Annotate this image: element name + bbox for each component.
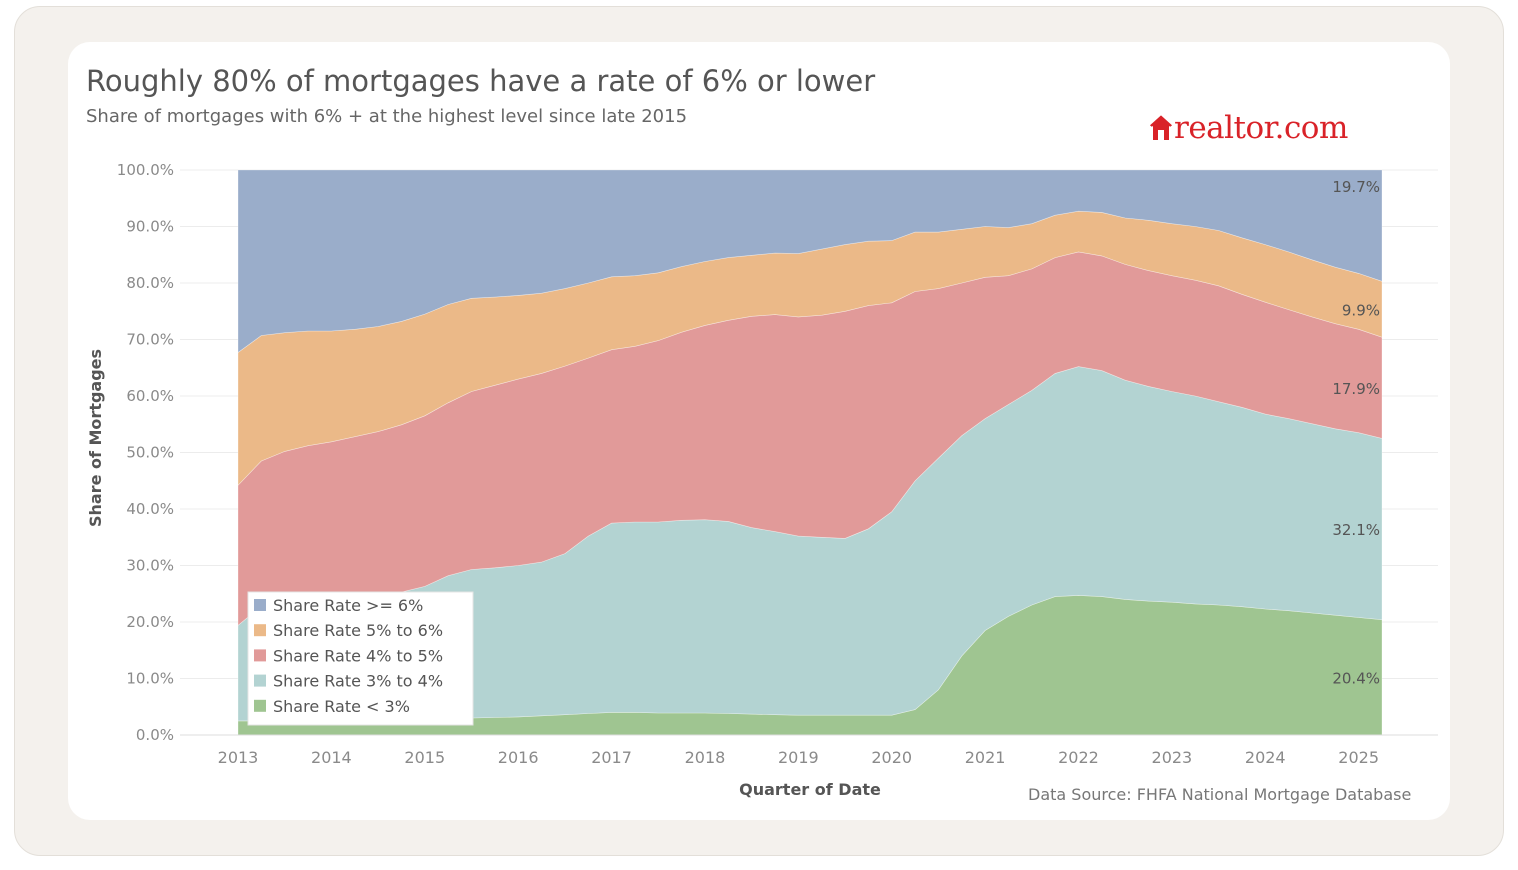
x-axis-title: Quarter of Date bbox=[739, 780, 881, 799]
brand-name: realtor.com bbox=[1174, 110, 1348, 146]
x-tick-label: 2024 bbox=[1245, 748, 1286, 767]
y-tick-label: 70.0% bbox=[126, 331, 174, 349]
legend-label: Share Rate 5% to 6% bbox=[273, 621, 443, 640]
y-tick-label: 20.0% bbox=[126, 613, 174, 631]
x-tick-label: 2019 bbox=[778, 748, 819, 767]
legend-swatch bbox=[254, 649, 266, 662]
x-tick-label: 2022 bbox=[1058, 748, 1099, 767]
x-tick-label: 2014 bbox=[311, 748, 352, 767]
data-source-note: Data Source: FHFA National Mortgage Data… bbox=[1028, 785, 1412, 804]
legend-swatch bbox=[254, 699, 266, 712]
y-tick-label: 90.0% bbox=[126, 218, 174, 236]
x-tick-label: 2016 bbox=[498, 748, 539, 767]
end-value-label: 17.9% bbox=[1332, 380, 1380, 398]
x-tick-label: 2025 bbox=[1338, 748, 1379, 767]
x-tick-label: 2020 bbox=[871, 748, 912, 767]
y-axis-title: Share of Mortgages bbox=[86, 349, 105, 527]
chart-subtitle: Share of mortgages with 6% + at the high… bbox=[86, 106, 688, 127]
x-tick-label: 2013 bbox=[218, 748, 259, 767]
y-tick-label: 50.0% bbox=[126, 444, 174, 462]
legend-label: Share Rate >= 6% bbox=[273, 596, 423, 615]
legend-swatch bbox=[254, 599, 266, 611]
x-tick-label: 2017 bbox=[591, 748, 632, 767]
y-tick-label: 0.0% bbox=[136, 726, 174, 744]
end-value-label: 9.9% bbox=[1342, 301, 1380, 319]
y-tick-label: 30.0% bbox=[126, 557, 174, 575]
x-tick-label: 2018 bbox=[685, 748, 726, 767]
legend-label: Share Rate < 3% bbox=[273, 697, 410, 716]
y-tick-label: 60.0% bbox=[126, 387, 174, 405]
end-value-label: 20.4% bbox=[1332, 669, 1380, 687]
legend-label: Share Rate 3% to 4% bbox=[273, 672, 443, 691]
legend-box bbox=[247, 591, 474, 726]
end-value-label: 19.7% bbox=[1332, 178, 1380, 196]
end-value-label: 32.1% bbox=[1332, 521, 1380, 539]
y-tick-label: 10.0% bbox=[126, 670, 174, 688]
legend-label: Share Rate 4% to 5% bbox=[273, 646, 443, 665]
legend-swatch bbox=[254, 674, 266, 687]
x-tick-label: 2021 bbox=[965, 748, 1006, 767]
legend-swatch bbox=[254, 624, 266, 637]
chart-title: Roughly 80% of mortgages have a rate of … bbox=[86, 64, 876, 98]
area-series bbox=[237, 169, 1383, 354]
y-tick-label: 80.0% bbox=[126, 274, 174, 292]
brand-logo: realtor.com bbox=[1148, 110, 1348, 146]
y-tick-label: 100.0% bbox=[117, 161, 174, 179]
x-tick-label: 2023 bbox=[1152, 748, 1193, 767]
x-tick-label: 2015 bbox=[404, 748, 445, 767]
house-icon bbox=[1150, 115, 1172, 140]
y-tick-label: 40.0% bbox=[126, 500, 174, 518]
